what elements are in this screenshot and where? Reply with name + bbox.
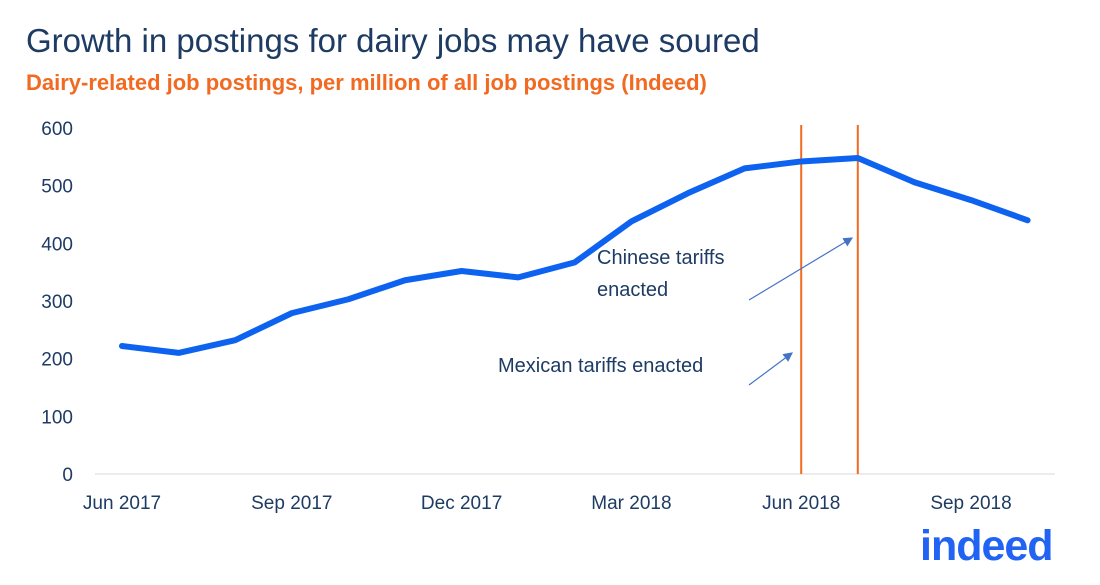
y-tick-label: 200 xyxy=(41,350,73,371)
x-tick-label: Dec 2017 xyxy=(421,493,502,514)
y-tick-label: 500 xyxy=(41,177,73,198)
y-tick-label: 0 xyxy=(62,465,73,486)
annotation-mexican-tariffs: Mexican tariffs enacted xyxy=(498,355,703,377)
chart-subtitle: Dairy-related job postings, per million … xyxy=(26,70,707,95)
x-tick-label: Mar 2018 xyxy=(591,493,671,514)
indeed-logo: indeed xyxy=(920,522,1054,570)
annotation-chinese-tariffs: Chinese tariffs xyxy=(597,247,724,269)
annotation-arrow xyxy=(748,352,793,386)
y-tick-label: 600 xyxy=(41,119,73,140)
x-tick-label: Jun 2017 xyxy=(83,493,161,514)
x-tick-label: Jun 2018 xyxy=(762,493,840,514)
y-tick-label: 100 xyxy=(41,407,73,428)
y-tick-label: 400 xyxy=(41,234,73,255)
x-tick-label: Sep 2017 xyxy=(251,493,332,514)
annotation-arrow xyxy=(748,237,854,301)
x-tick-label: Sep 2018 xyxy=(930,493,1011,514)
chart-title: Growth in postings for dairy jobs may ha… xyxy=(26,22,760,59)
series-line xyxy=(119,154,1031,356)
annotation-chinese-tariffs: enacted xyxy=(597,279,668,301)
y-tick-label: 300 xyxy=(41,292,73,313)
